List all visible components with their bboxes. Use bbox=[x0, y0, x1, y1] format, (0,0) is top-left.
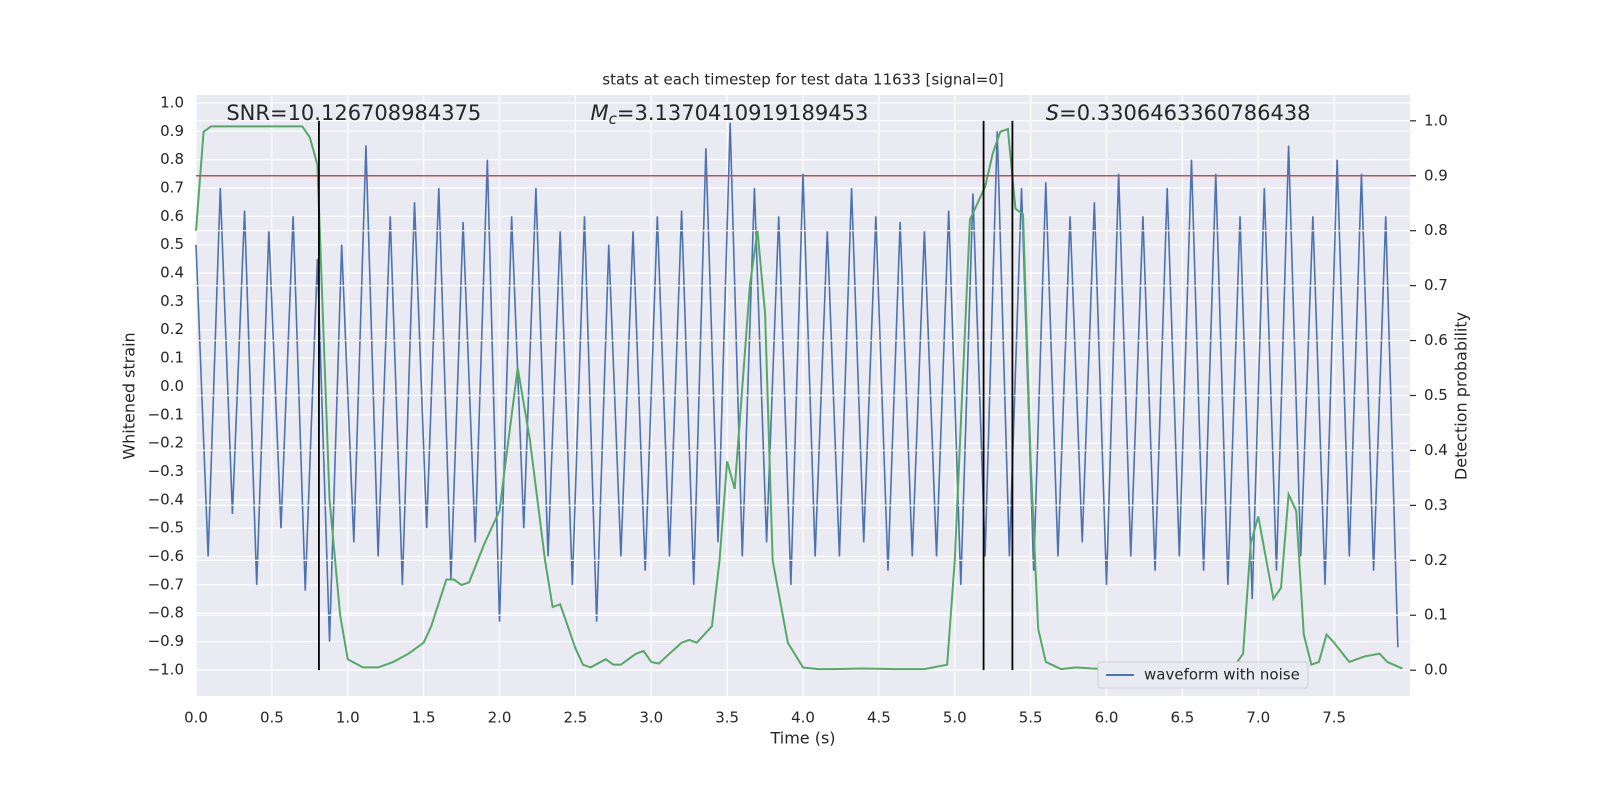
y-tick-label: 1.0 bbox=[160, 93, 184, 111]
x-tick-label: 2.0 bbox=[488, 709, 512, 727]
y2-tick-label: 0.1 bbox=[1424, 606, 1448, 624]
x-tick-label: 4.0 bbox=[791, 709, 815, 727]
data-line bbox=[195, 122, 1399, 648]
y-tick-label: 0.8 bbox=[160, 150, 184, 168]
y2-tick-label: 1.0 bbox=[1424, 111, 1448, 129]
x-tick-label: 6.5 bbox=[1170, 709, 1194, 727]
annotation-text: SNR=10.126708984375 bbox=[226, 101, 481, 125]
y-tick-label: −0.3 bbox=[148, 462, 184, 480]
y-tick-label: 0.1 bbox=[160, 349, 184, 367]
x-tick-label: 3.5 bbox=[715, 709, 739, 727]
annotation: SNR=10.126708984375 bbox=[226, 101, 481, 125]
y2-tick-label: 0.0 bbox=[1424, 661, 1448, 679]
x-tick-label: 1.0 bbox=[336, 709, 360, 727]
y-tick-label: −0.4 bbox=[148, 490, 184, 508]
y-tick-label: 0.4 bbox=[160, 264, 184, 282]
annotation-text: =3.1370410919189453 bbox=[617, 101, 868, 125]
y-axis-label: Whitened strain bbox=[120, 332, 139, 459]
y-tick-label: −0.5 bbox=[148, 519, 184, 537]
y-tick-label: 0.5 bbox=[160, 235, 184, 253]
annotation-text: =0.3306463360786438 bbox=[1059, 101, 1310, 125]
y-tick-label: −0.6 bbox=[148, 547, 184, 565]
y-tick-label: −0.8 bbox=[148, 604, 184, 622]
x-tick-label: 0.0 bbox=[184, 709, 208, 727]
y-tick-label: −0.9 bbox=[148, 632, 184, 650]
data-line bbox=[195, 125, 1403, 671]
x-tick-label: 6.0 bbox=[1095, 709, 1119, 727]
x-tick-label: 5.5 bbox=[1019, 709, 1043, 727]
x-tick-label: 5.0 bbox=[943, 709, 967, 727]
y-tick-label: −1.0 bbox=[148, 660, 184, 678]
y-tick-label: 0.9 bbox=[160, 122, 184, 140]
legend-box bbox=[1097, 661, 1309, 689]
annotation-subscript: c bbox=[609, 110, 618, 128]
x-tick-label: 2.5 bbox=[563, 709, 587, 727]
annotation-symbol: S bbox=[1046, 101, 1059, 125]
x-tick-label: 4.5 bbox=[867, 709, 891, 727]
x-tick-label: 7.5 bbox=[1322, 709, 1346, 727]
chart-title: stats at each timestep for test data 116… bbox=[602, 71, 1003, 89]
legend-label: waveform with noise bbox=[1144, 666, 1300, 684]
y2-tick-label: 0.3 bbox=[1424, 496, 1448, 514]
y2-tick-label: 0.2 bbox=[1424, 551, 1448, 569]
annotation-symbol: M bbox=[591, 101, 609, 125]
y-tick-label: 0.6 bbox=[160, 207, 184, 225]
x-axis-label: Time (s) bbox=[769, 729, 835, 748]
y-tick-label: −0.7 bbox=[148, 575, 184, 593]
y-tick-label: −0.1 bbox=[148, 405, 184, 423]
x-tick-label: 0.5 bbox=[260, 709, 284, 727]
y2-tick-label: 0.4 bbox=[1424, 441, 1448, 459]
y2-tick-label: 0.8 bbox=[1424, 221, 1448, 239]
x-tick-label: 7.0 bbox=[1246, 709, 1270, 727]
y2-tick-label: 0.5 bbox=[1424, 386, 1448, 404]
y-tick-label: 0.3 bbox=[160, 292, 184, 310]
y-tick-label: 0.7 bbox=[160, 178, 184, 196]
y2-tick-label: 0.6 bbox=[1424, 331, 1448, 349]
x-tick-label: 3.0 bbox=[639, 709, 663, 727]
annotation: Mc=3.1370410919189453 bbox=[591, 101, 869, 128]
annotation: S=0.3306463360786438 bbox=[1046, 101, 1311, 125]
y2-axis-label: Detection probability bbox=[1452, 312, 1471, 480]
y-tick-label: −0.2 bbox=[148, 434, 184, 452]
y2-tick-label: 0.7 bbox=[1424, 276, 1448, 294]
y2-tick-label: 0.9 bbox=[1424, 166, 1448, 184]
y-tick-label: 0.2 bbox=[160, 320, 184, 338]
y-tick-label: 0.0 bbox=[160, 377, 184, 395]
x-tick-label: 1.5 bbox=[412, 709, 436, 727]
